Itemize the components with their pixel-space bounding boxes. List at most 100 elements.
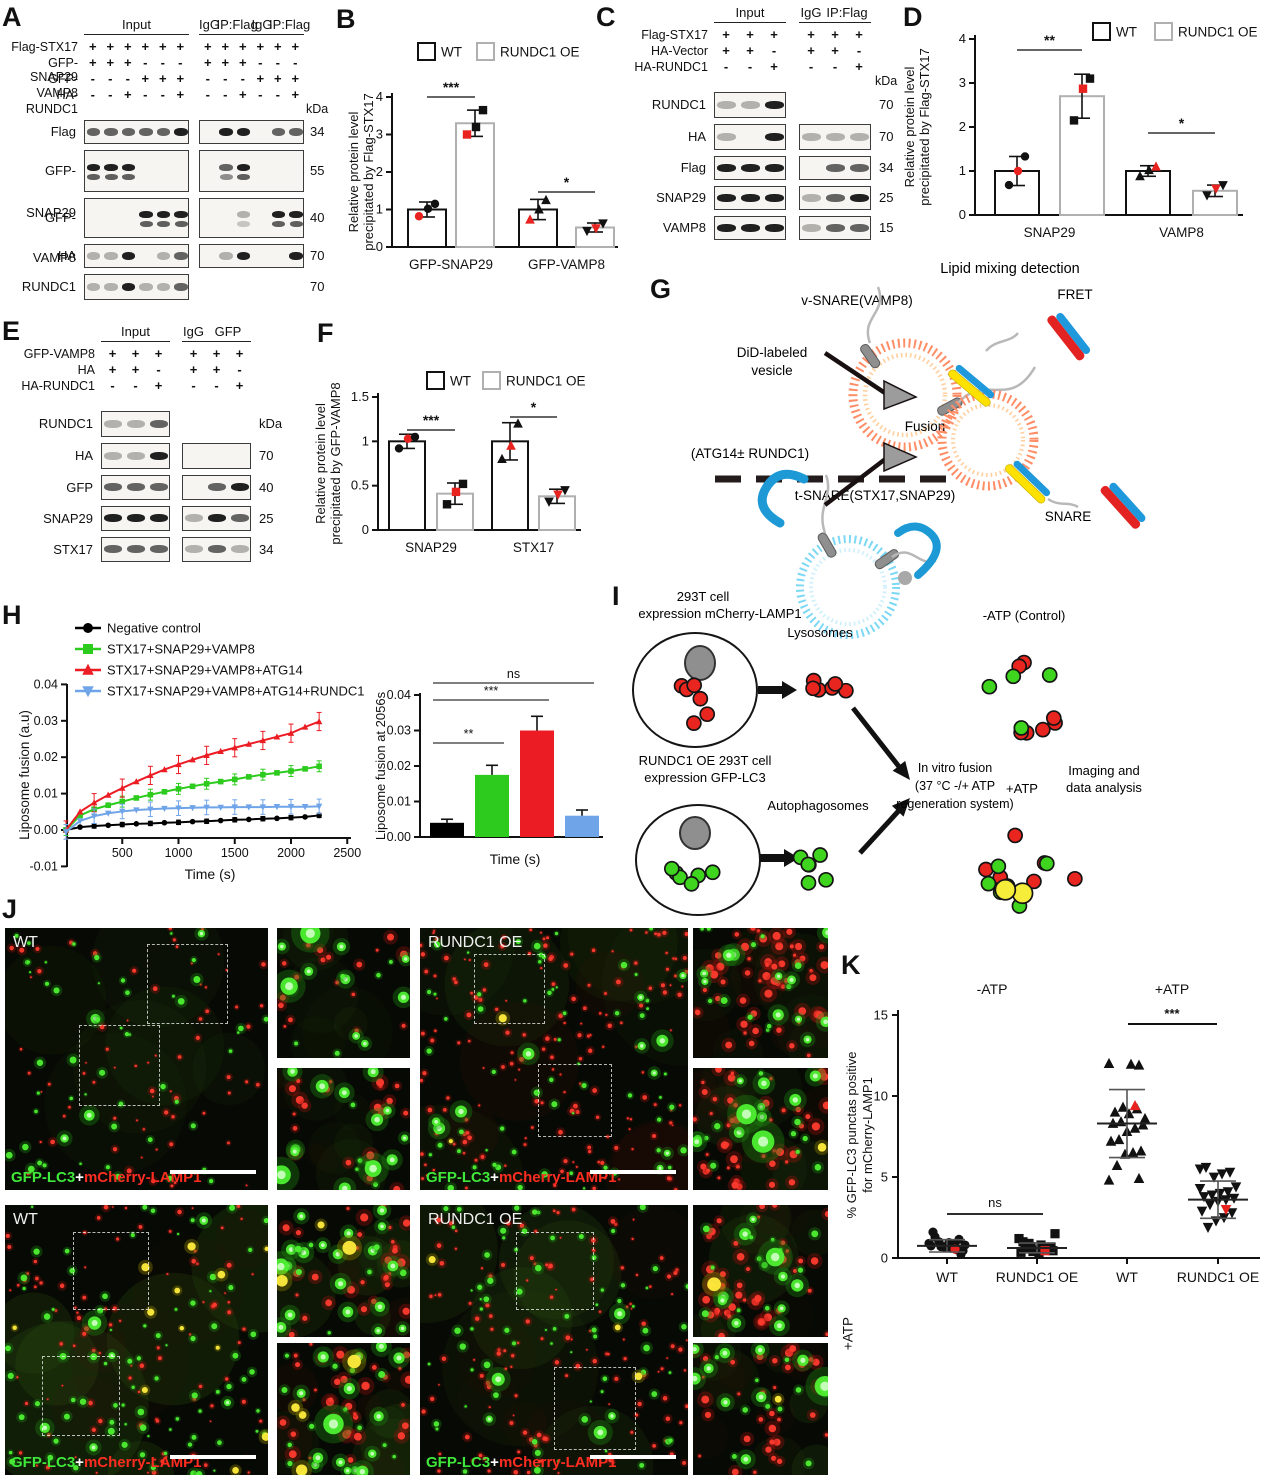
data-point [1069, 116, 1079, 125]
lane-group-header: IgG [182, 325, 205, 342]
blot-box [799, 124, 871, 150]
data-point [90, 799, 98, 806]
atg14-rundc1-label: (ATG14± RUNDC1) [691, 446, 809, 461]
data-point [147, 791, 154, 798]
panel-k-scatter-chart: 0 5 10 15 % GFP-LC3 punctas positive for mChe… [840, 930, 1269, 1365]
data-point [1222, 1187, 1234, 1198]
protein-band [850, 163, 870, 172]
blot-box [84, 150, 189, 192]
dii-vesicle-ring [796, 535, 900, 639]
x-category-label: STX17 [513, 540, 554, 555]
mcherry-lamp1-label: mCherry-LAMP1 [498, 1169, 617, 1186]
protein-band [717, 193, 737, 202]
protein-band [231, 483, 250, 491]
condition-sign: + [176, 87, 185, 102]
blot-box [714, 156, 786, 180]
legend-label: WT [441, 45, 462, 60]
condition-row-label: HA-Vector [651, 44, 708, 58]
y-axis-label: precipitated by GFP-VAMP8 [328, 382, 343, 544]
protein-band [121, 127, 136, 136]
condition-row-label: GFP-VAMP8 [36, 72, 78, 100]
panel-label-h: H [2, 600, 22, 630]
y-tick-label: 0.03 [387, 724, 411, 738]
bar-chart-F: 0 0.5 1 1.5 Relative protein level precipitat… [313, 371, 586, 555]
protein-band [765, 223, 785, 232]
fusion-step-label-2: (37 °C -/+ ATP [915, 779, 995, 793]
data-point [288, 768, 294, 774]
stx17-rod [817, 532, 837, 558]
condition-sign: + [158, 39, 167, 54]
fluorescence-image [669, 918, 851, 1079]
data-point [161, 788, 168, 795]
data-point [274, 770, 280, 776]
y-tick-label: 10 [874, 1089, 888, 1104]
data-point [161, 805, 168, 813]
protein-blob [898, 571, 912, 585]
data-point [1133, 1172, 1145, 1183]
snare-label: SNARE [1045, 509, 1092, 524]
panel-label-j: J [2, 894, 18, 924]
data-point [1194, 1164, 1206, 1175]
condition-sign: + [203, 55, 212, 70]
green-organelle-dot [1038, 855, 1055, 872]
data-point [147, 806, 154, 813]
data-point [231, 804, 238, 811]
protein-band [236, 163, 251, 171]
protein-band [236, 127, 251, 136]
inset-image [263, 1050, 412, 1210]
kda-value: 70 [879, 97, 894, 112]
y-axis-label: Relative protein level [313, 403, 328, 524]
kda-header: kDa [875, 74, 898, 88]
data-point [1226, 1208, 1238, 1219]
protein-band [717, 100, 737, 109]
y-tick-label: 1 [959, 163, 966, 178]
bar [388, 440, 426, 531]
data-point [105, 822, 111, 829]
blot-target-label: RUNDC1 [38, 416, 93, 431]
condition-sign: + [855, 59, 863, 74]
fluorescence-image [260, 893, 415, 1077]
panel-label-k: K [841, 950, 861, 980]
legend-swatch [417, 42, 436, 61]
data-point [104, 791, 112, 798]
fluorescence-image [683, 1324, 845, 1475]
protein-band [127, 483, 146, 491]
condition-sign: + [108, 346, 117, 361]
panel-b-bar-chart: 0 1 2 3 4 Relative protein level precipitated … [346, 5, 620, 310]
fluorescence-image [247, 1199, 436, 1356]
condition-sign: + [235, 346, 244, 361]
panel-f-bar-chart: 0 0.5 1 1.5 Relative protein level precipitat… [313, 318, 600, 608]
lane-group-header: IP:Flag [216, 18, 258, 35]
condition-sign: - [808, 59, 814, 74]
data-point [1103, 1174, 1115, 1185]
blot-target-label: GFP-SNAP29 [26, 163, 76, 220]
blot-box [101, 443, 170, 469]
protein-band [127, 545, 146, 553]
protein-band [150, 514, 169, 522]
condition-label: RUNDC1 OE [428, 934, 523, 951]
data-point [1129, 1099, 1141, 1111]
protein-band [289, 210, 303, 218]
data-point [231, 817, 238, 823]
tsnare-label: t-SNARE(STX17,SNAP29) [795, 488, 956, 503]
protein-band [765, 132, 785, 141]
blot-target-label: Flag [680, 160, 706, 175]
y-tick-label: 0 [362, 522, 369, 537]
condition-sign: - [237, 362, 242, 377]
cell2-label-2: expression GFP-LC3 [644, 770, 765, 785]
data-point [315, 803, 323, 810]
data-point [1135, 1145, 1147, 1156]
condition-sign: - [258, 87, 263, 102]
lane-group-header: Input [84, 18, 189, 35]
inset-image [683, 1324, 845, 1475]
red-organelle-dot [1045, 710, 1062, 726]
data-point [1111, 1159, 1123, 1171]
data-point [1127, 1146, 1139, 1158]
gfp-lc3-label: GFP-LC3 [11, 1169, 76, 1186]
stx17-habc-curl [757, 469, 809, 528]
condition-row-label: GFP-VAMP8 [23, 347, 95, 361]
blot-box [84, 274, 189, 300]
condition-row-label: HA-RUNDC1 [25, 88, 78, 116]
condition-sign: + [123, 39, 132, 54]
